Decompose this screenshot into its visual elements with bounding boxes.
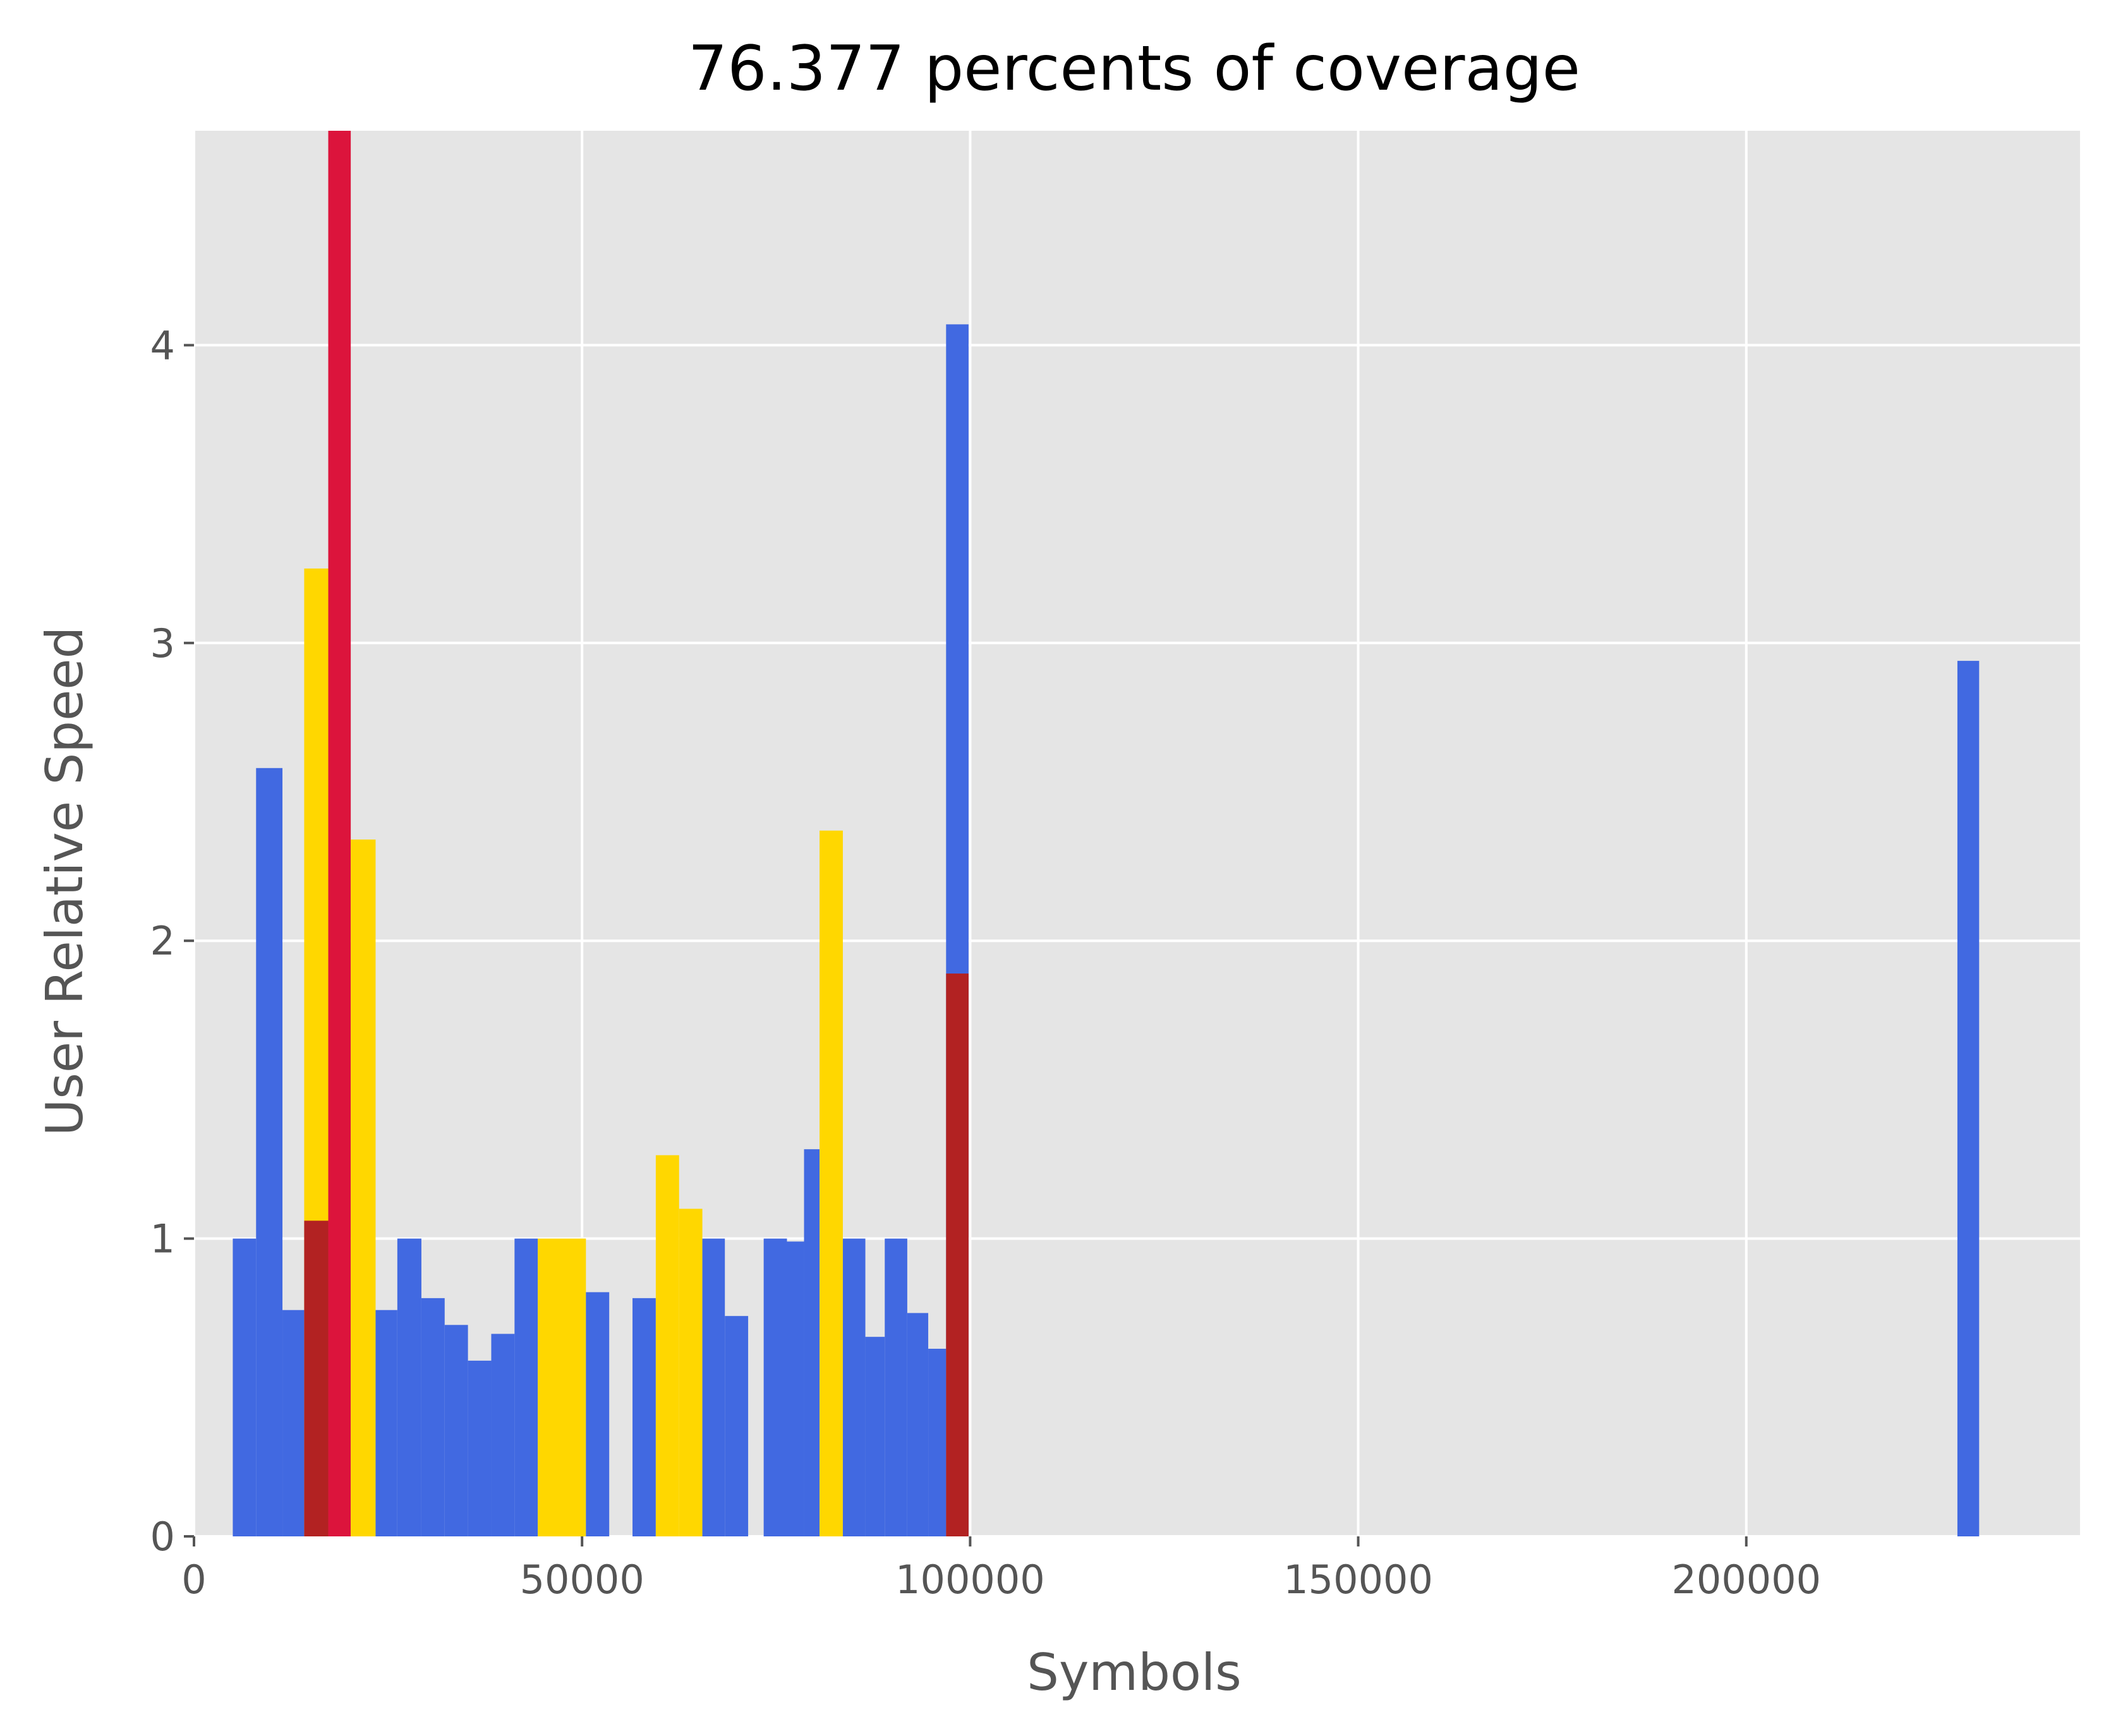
y-axis-label: User Relative Speed (35, 627, 94, 1136)
x-axis-label: Symbols (1027, 1643, 1242, 1702)
bar-blue (514, 1238, 538, 1536)
bar-blue (397, 1238, 421, 1536)
bar-crimson (328, 131, 351, 1536)
bar-gold (679, 1209, 703, 1536)
bar-blue (586, 1292, 610, 1536)
bar-blue (725, 1316, 749, 1536)
x-tick-label: 50000 (520, 1557, 644, 1603)
axis-ticks: 0 50000 100000 150000 200000 0 1 2 3 4 (150, 322, 1822, 1603)
bar-blue (702, 1238, 725, 1536)
bar-blue (632, 1298, 656, 1536)
x-tick-label: 150000 (1283, 1557, 1433, 1603)
bars (233, 131, 1980, 1536)
bar-blue (842, 1238, 866, 1536)
bar-gold (820, 830, 843, 1536)
bar-gold (538, 1238, 586, 1536)
bar-blue (233, 1238, 257, 1536)
bar-blue (375, 1310, 397, 1536)
x-tick-label: 200000 (1671, 1557, 1821, 1603)
bar-darkred (304, 1221, 329, 1536)
bar-blue (421, 1298, 445, 1536)
bar-blue (787, 1241, 804, 1536)
plot-background (194, 131, 2080, 1536)
bar-darkred (946, 973, 969, 1536)
y-tick-label: 0 (150, 1514, 175, 1560)
chart-title: 76.377 percents of coverage (688, 33, 1580, 105)
x-tick-label: 100000 (895, 1557, 1045, 1603)
bar-blue (1957, 661, 1980, 1536)
y-tick-label: 3 (150, 620, 175, 666)
bar-blue (885, 1238, 907, 1536)
bar-blue (865, 1337, 885, 1536)
bar-blue (804, 1149, 820, 1536)
bar-blue (468, 1360, 492, 1536)
bar-blue (256, 768, 283, 1536)
bar-gold (351, 839, 376, 1536)
bar-blue (282, 1310, 305, 1536)
bar-blue (907, 1313, 929, 1536)
y-tick-label: 4 (150, 322, 175, 368)
bar-blue (444, 1325, 468, 1536)
bar-blue (928, 1349, 947, 1536)
y-tick-label: 2 (150, 918, 175, 964)
bar-gold (655, 1155, 679, 1536)
bar-blue (763, 1238, 787, 1536)
bar-blue (491, 1334, 515, 1536)
x-tick-label: 0 (181, 1557, 206, 1603)
y-tick-label: 1 (150, 1216, 175, 1262)
